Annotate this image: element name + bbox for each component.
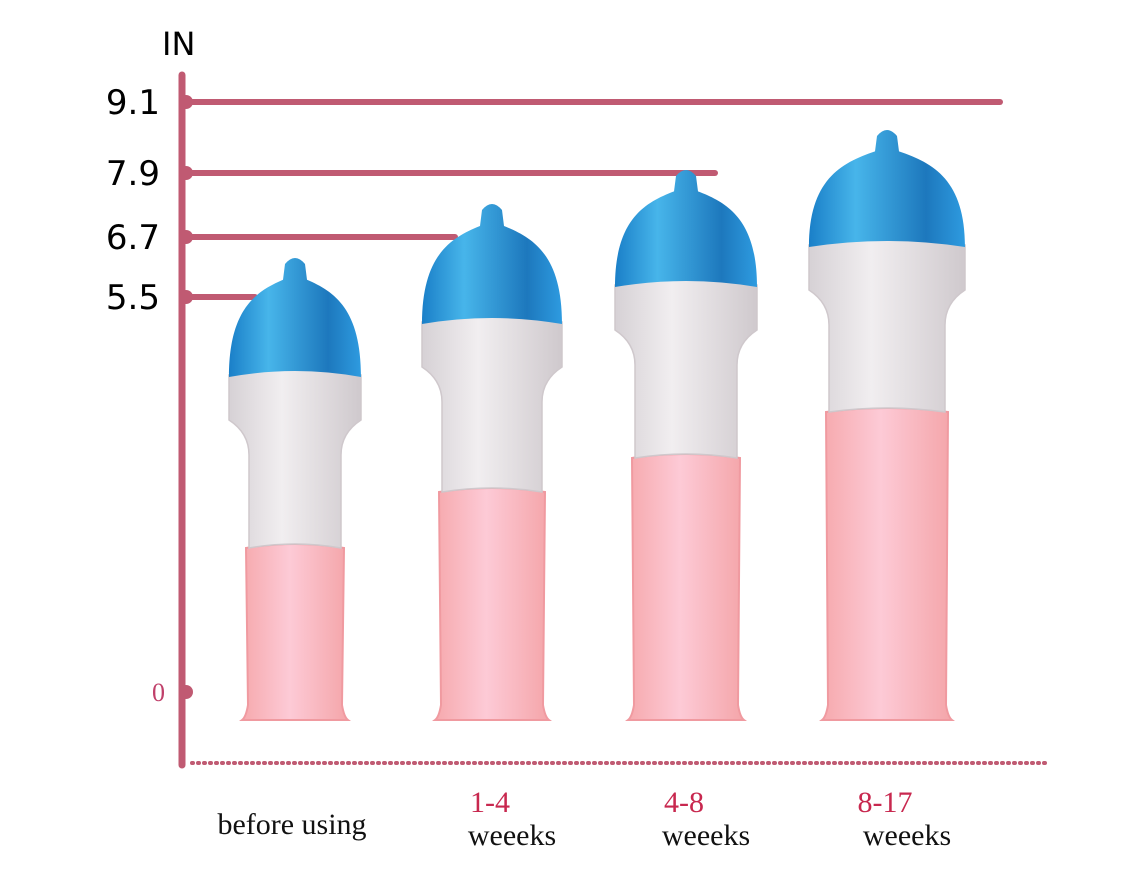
bar-cap: [809, 130, 965, 247]
y-tick-label: 6.7: [106, 218, 160, 258]
category-label: 4-8: [664, 786, 704, 819]
y-tick-marker: [179, 166, 193, 180]
y-tick-label: 7.9: [106, 154, 160, 194]
y-tick-marker: [179, 95, 193, 109]
bar-sleeve: [228, 369, 362, 549]
y-tick-marker: [179, 230, 193, 244]
bar-body: [432, 487, 552, 721]
category-label: 1-4: [470, 786, 510, 819]
y-tick-marker: [179, 685, 193, 699]
y-tick-label: 5.5: [106, 278, 160, 318]
bar-cap: [422, 204, 562, 324]
category-sublabel: weeeks: [662, 819, 750, 852]
y-axis-label: IN: [162, 25, 195, 63]
bar-body: [239, 543, 351, 721]
y-tick-label: 9.1: [106, 83, 160, 123]
bar-body: [625, 453, 747, 721]
bar-cap: [229, 258, 361, 377]
y-tick-label: 0: [152, 678, 165, 707]
category-label: 8-17: [858, 786, 913, 819]
category-sublabel: weeeks: [468, 819, 556, 852]
bar: [228, 258, 362, 721]
bar: [614, 170, 758, 721]
category-label: before using: [217, 808, 366, 841]
category-sublabel: weeeks: [863, 819, 951, 852]
bar-body: [819, 407, 955, 721]
y-tick-marker: [179, 290, 193, 304]
bar: [808, 130, 966, 721]
bar-sleeve: [614, 279, 758, 459]
bar-cap: [615, 170, 757, 287]
bar-sleeve: [421, 316, 563, 493]
bar-sleeve: [808, 239, 966, 413]
bar: [421, 204, 563, 721]
